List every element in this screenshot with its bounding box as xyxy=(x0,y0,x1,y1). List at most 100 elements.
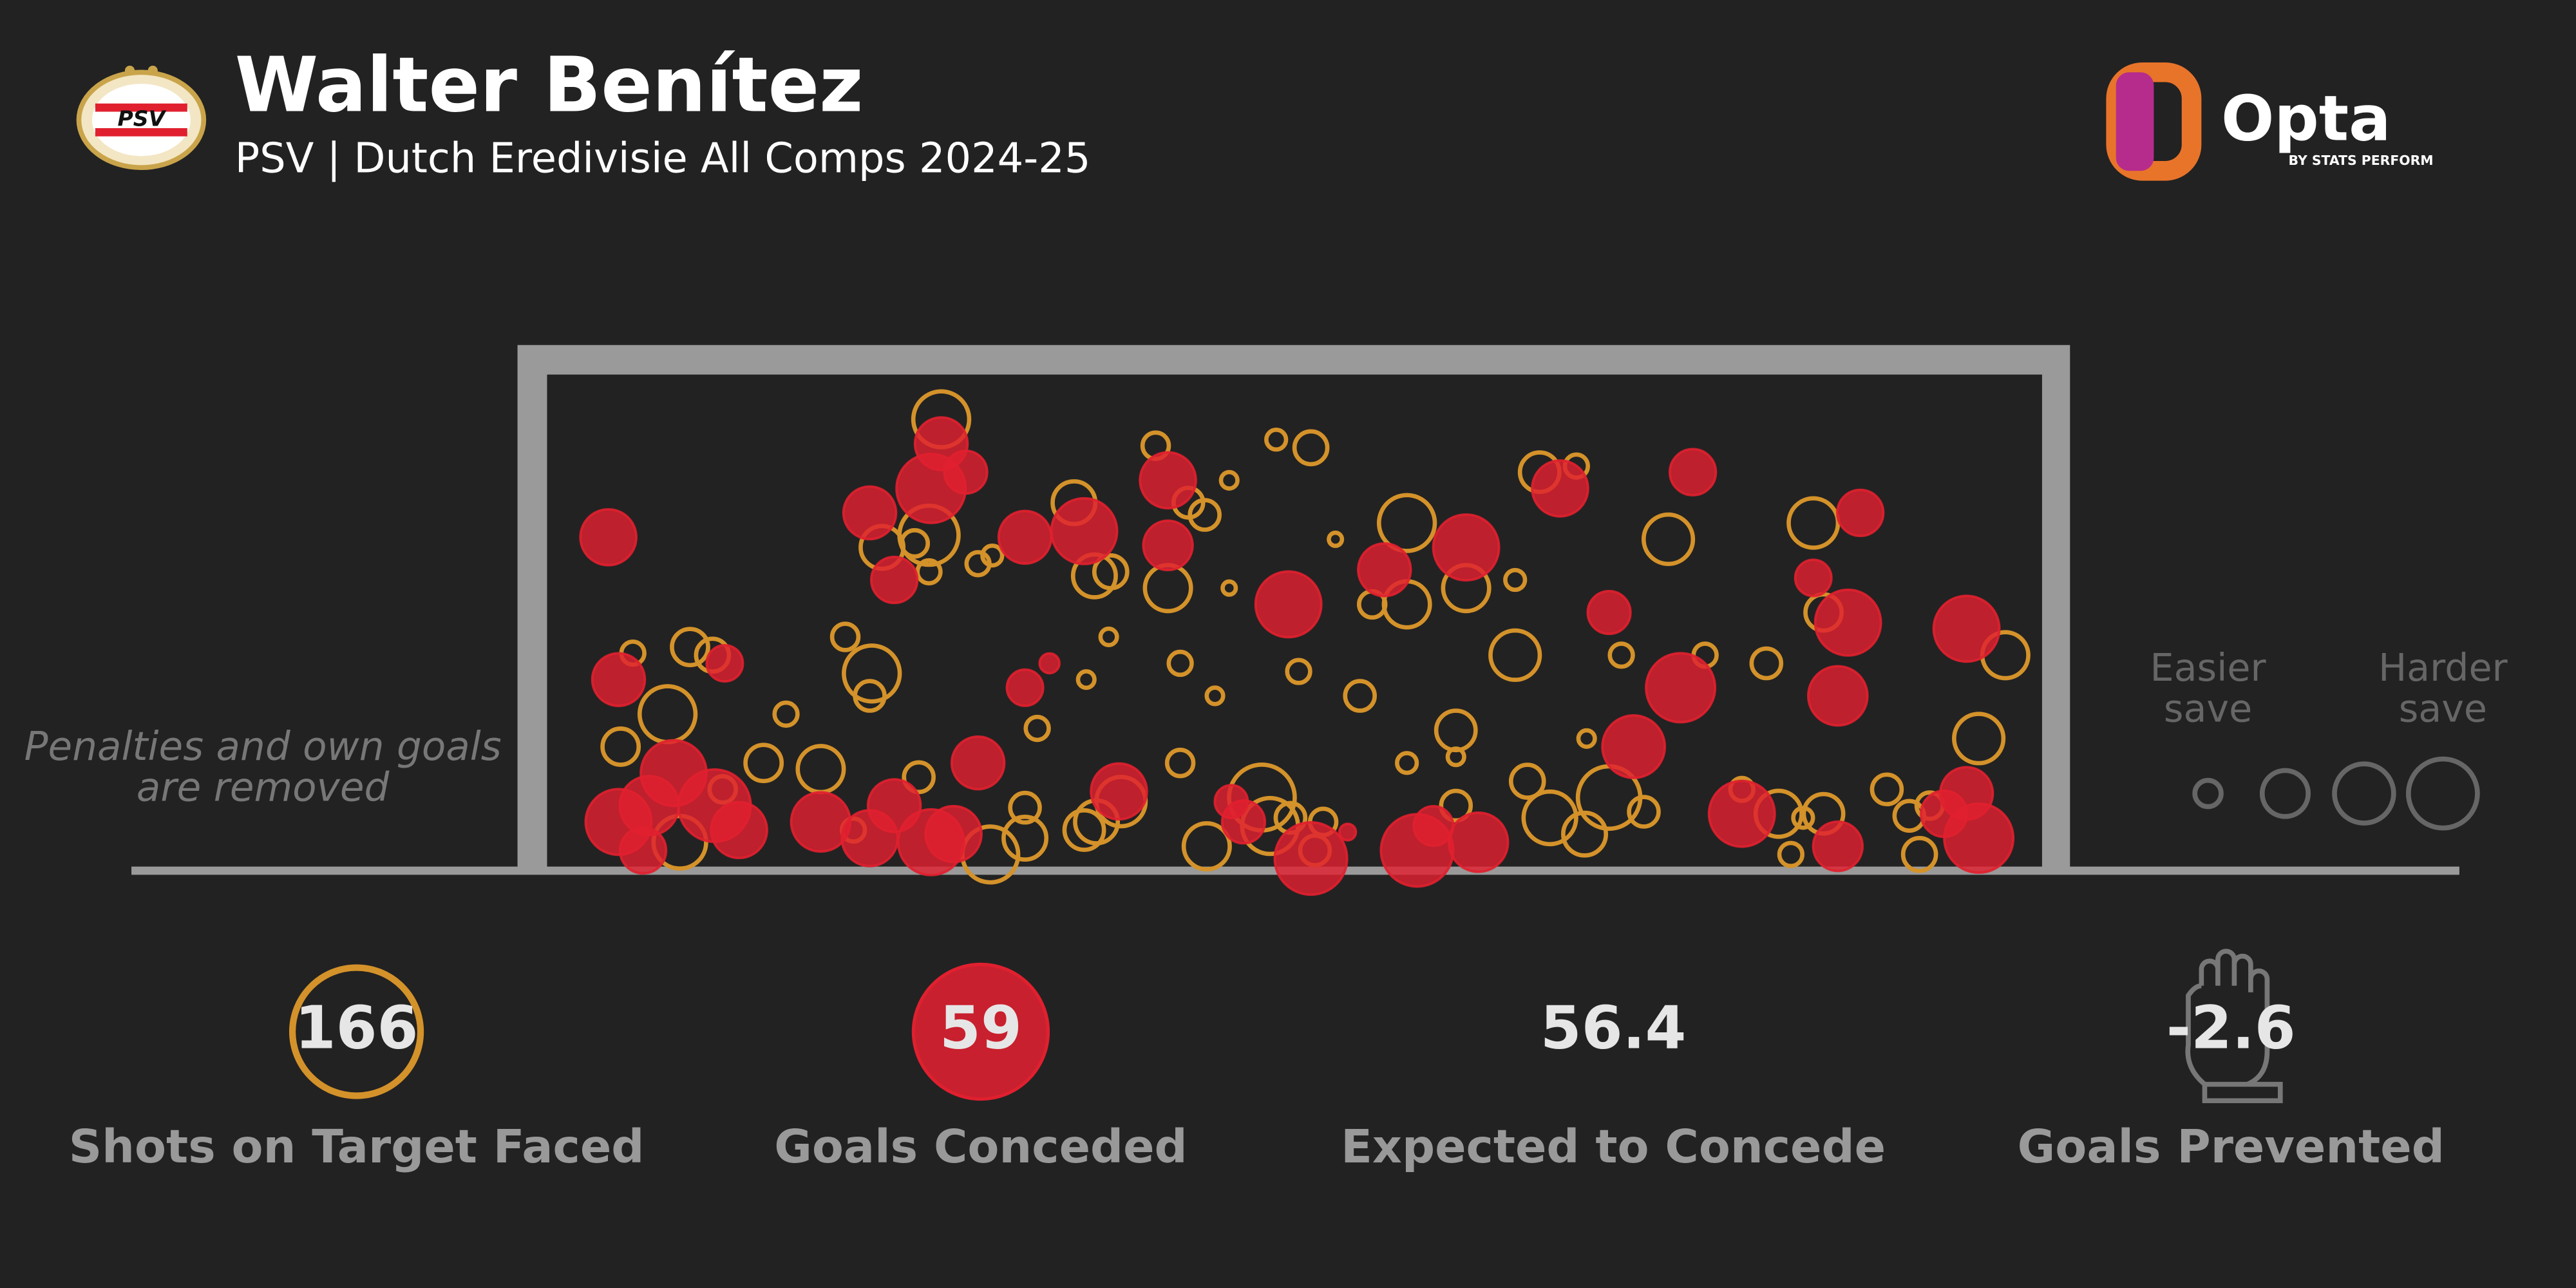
brand-logo: Opta BY STATS PERFORM xyxy=(2106,62,2434,181)
goal-shot xyxy=(1920,790,1969,838)
saved-shot xyxy=(1870,772,1904,807)
stat-label: Goals Conceded xyxy=(774,1120,1187,1173)
goal-shot xyxy=(869,555,919,605)
saved-shot xyxy=(670,627,710,668)
goal-shot xyxy=(943,450,989,495)
goal-shot xyxy=(1432,513,1501,582)
saved-shot xyxy=(1285,658,1312,685)
stat-value: 59 xyxy=(940,993,1022,1062)
saved-shot xyxy=(1395,751,1419,775)
goal-shot xyxy=(1586,589,1632,636)
title: Walter Benítez xyxy=(235,41,864,129)
goal-shot xyxy=(591,652,647,707)
stat-value: 56.4 xyxy=(1540,993,1687,1062)
saved-shot xyxy=(853,679,887,713)
goal-shot xyxy=(1412,805,1455,848)
goal-shot xyxy=(1932,594,2001,663)
saved-shot xyxy=(1786,496,1841,550)
legend-label: save xyxy=(2164,687,2252,731)
saved-shot xyxy=(1075,669,1097,690)
goal-shot xyxy=(1806,665,1869,727)
brand: Opta xyxy=(2221,82,2391,155)
stat-value: 166 xyxy=(295,993,419,1062)
saved-shot xyxy=(1220,579,1238,597)
goal-shot xyxy=(1273,821,1349,896)
saved-shot xyxy=(1952,712,2006,766)
saved-shot xyxy=(1181,821,1232,872)
saved-shot xyxy=(1343,679,1377,713)
goal-shot xyxy=(579,507,638,567)
goal-shot xyxy=(1814,588,1882,657)
saved-shot xyxy=(1777,840,1805,868)
saved-shot xyxy=(1218,469,1240,491)
goal-shot xyxy=(1668,448,1718,497)
goal-shot xyxy=(924,804,983,864)
goal-shot xyxy=(705,644,744,683)
saved-shot xyxy=(1445,746,1466,768)
saved-shot xyxy=(1627,795,1661,829)
goal-shot xyxy=(710,800,768,860)
saved-shot xyxy=(1791,806,1815,830)
goal-shot xyxy=(1142,519,1194,572)
saved-shot xyxy=(1503,567,1528,592)
saved-shot xyxy=(915,558,943,586)
saved-shot xyxy=(1001,815,1049,862)
saved-shot xyxy=(1749,646,1784,681)
saved-shot xyxy=(1204,685,1226,706)
badge: PSV xyxy=(76,66,207,171)
goal-shot xyxy=(1707,779,1776,848)
goal-shot xyxy=(1645,652,1717,724)
saved-shot xyxy=(902,760,936,795)
legend-label: Harder xyxy=(2378,646,2508,690)
saved-shot xyxy=(829,621,861,652)
goal-shot xyxy=(1254,570,1323,639)
goal-shot xyxy=(1794,558,1833,598)
saved-shot xyxy=(743,743,784,784)
stat-label: Shots on Target Faced xyxy=(69,1120,645,1173)
saved-shot xyxy=(1508,762,1546,800)
saved-shot xyxy=(1264,428,1289,452)
goal-shot xyxy=(1531,459,1589,518)
goal-shot xyxy=(618,826,668,875)
saved-shot xyxy=(1521,789,1578,847)
saved-shot xyxy=(1092,553,1130,591)
goal-shot xyxy=(1139,451,1197,510)
saved-shot xyxy=(899,527,931,559)
stat-icons xyxy=(289,949,2283,1104)
saved-shot xyxy=(1023,714,1051,743)
goal-shot xyxy=(1038,652,1061,675)
saved-shot xyxy=(600,726,641,767)
stats: 166 Shots on Target Faced 59 Goals Conceded… xyxy=(69,993,2445,1173)
saved-shot xyxy=(772,700,800,728)
note: are removed xyxy=(137,765,390,811)
note: Penalties and own goals xyxy=(24,724,502,770)
saved-shot xyxy=(1292,429,1330,467)
goal-shot xyxy=(1836,488,1885,537)
saved-shot xyxy=(980,544,1005,568)
shot-layer xyxy=(579,389,2031,896)
subtitle: PSV | Dutch Eredivisie All Comps 2024-25 xyxy=(235,135,1091,183)
goal-shot xyxy=(1447,811,1510,873)
saved-shot xyxy=(1166,649,1194,677)
saved-shot xyxy=(1576,728,1597,749)
saved-shot xyxy=(1327,530,1345,548)
brand-sub: BY STATS PERFORM xyxy=(2289,153,2434,168)
stat-value: -2.6 xyxy=(2166,993,2296,1062)
saved-shot xyxy=(842,643,902,704)
saved-shot xyxy=(1900,835,1938,873)
stat-label: Goals Prevented xyxy=(2018,1120,2445,1173)
saved-shot xyxy=(1098,626,1119,648)
goal-shot xyxy=(1601,714,1667,779)
saved-shot xyxy=(1164,747,1196,779)
goal-shot xyxy=(1213,784,1249,820)
badge-text: PSV xyxy=(117,106,166,131)
legend-label: Easier xyxy=(2150,646,2267,690)
saved-shot xyxy=(1376,493,1437,553)
saved-shot xyxy=(1188,498,1222,532)
goal-shot xyxy=(1812,820,1864,873)
legend-label: save xyxy=(2399,687,2487,731)
goal-shot xyxy=(997,509,1053,565)
